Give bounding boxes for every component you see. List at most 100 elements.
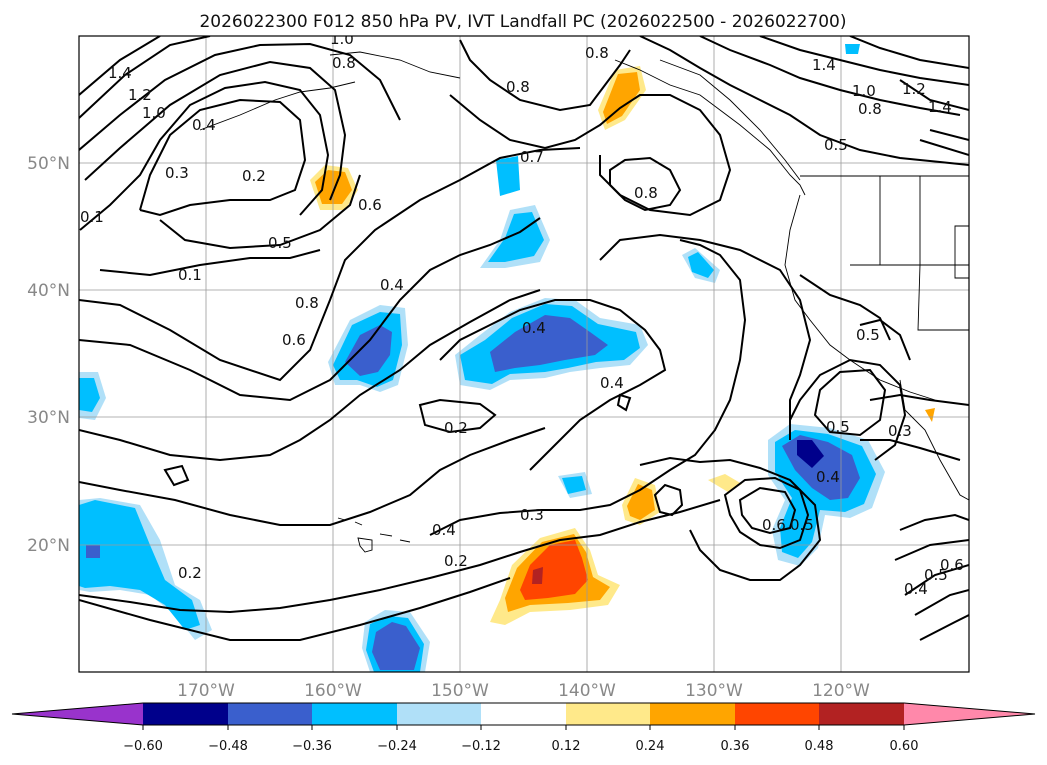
- shade-region: [79, 500, 200, 630]
- shade-region: [845, 44, 860, 54]
- shade-region: [79, 378, 100, 412]
- contour-label: 0.8: [332, 54, 356, 72]
- shade-region: [490, 315, 608, 372]
- colorbar-extend-right: [904, 703, 1035, 725]
- contour-label: 0.6: [762, 516, 786, 534]
- contour-label: 1.2: [902, 80, 926, 98]
- lon-tick-label: 160°W: [304, 681, 362, 701]
- lon-tick-label: 130°W: [685, 681, 743, 701]
- map-panel: 1.4 1.2 1.0 0.4 0.3 0.2 0.1 0.5 0.6 0.8 …: [27, 30, 970, 701]
- contour-label: 0.4: [432, 521, 456, 539]
- colorbar-extend-left: [12, 703, 143, 725]
- contour-label: 0.5: [268, 234, 292, 252]
- contour-label: 1.4: [812, 56, 836, 74]
- pv-contours: [79, 36, 969, 641]
- contour-label: 1.2: [128, 86, 152, 104]
- colorbar-segment: [566, 703, 650, 725]
- colorbar-tick-label: −0.12: [461, 739, 501, 754]
- contour-label: 0.8: [634, 184, 658, 202]
- colorbar-segment: [228, 703, 312, 725]
- contour-label: 0.4: [600, 374, 624, 392]
- colorbar-tick-label: 0.24: [636, 739, 665, 754]
- lon-tick-label: 150°W: [431, 681, 489, 701]
- contour-label: 1.0: [852, 82, 876, 100]
- shade-region: [520, 540, 588, 600]
- lat-tick-label: 50°N: [27, 154, 70, 174]
- shade-region: [345, 325, 392, 376]
- contour-label: 0.5: [790, 516, 814, 534]
- lon-tick-label: 120°W: [812, 681, 870, 701]
- colorbar-segment: [735, 703, 819, 725]
- shaded-fields: 1.4 1.2 1.0 0.4 0.3 0.2 0.1 0.5 0.6 0.8 …: [79, 30, 969, 672]
- colorbar-segment: [819, 703, 904, 725]
- contour-label: 1.0: [142, 104, 166, 122]
- shade-region: [603, 72, 640, 124]
- colorbar-tick-label: −0.24: [377, 739, 417, 754]
- contour-label: 0.4: [522, 319, 546, 337]
- contour-label: 0.3: [165, 164, 189, 182]
- colorbar-segment: [481, 703, 566, 725]
- contour-label: 0.5: [856, 326, 880, 344]
- contour-label: 0.5: [826, 418, 850, 436]
- longitude-ticks: 170°W 160°W 150°W 140°W 130°W 120°W: [177, 681, 870, 701]
- shade-region: [532, 567, 543, 584]
- shade-region: [925, 408, 935, 422]
- contour-label: 0.5: [924, 566, 948, 584]
- contour-label: 0.6: [358, 196, 382, 214]
- contour-label: 0.8: [858, 100, 882, 118]
- coastlines: [199, 51, 969, 553]
- contour-label: 0.8: [585, 44, 609, 62]
- colorbar-tick-label: 0.36: [721, 739, 750, 754]
- contour-label: 0.1: [80, 208, 104, 226]
- contour-label: 1.0: [330, 30, 354, 48]
- colorbar-tick-label: −0.48: [208, 739, 248, 754]
- colorbar-segment: [143, 703, 228, 725]
- colorbar-tick-label: 0.48: [805, 739, 834, 754]
- lon-tick-label: 170°W: [177, 681, 235, 701]
- contour-label: 0.5: [824, 136, 848, 154]
- figure-title: 2026022300 F012 850 hPa PV, IVT Landfall…: [199, 12, 846, 32]
- colorbar-tick-label: 0.12: [552, 739, 581, 754]
- contour-label: 0.3: [520, 506, 544, 524]
- contour-label: 0.8: [506, 78, 530, 96]
- contour-label: 0.2: [242, 167, 266, 185]
- contour-label: 0.3: [888, 422, 912, 440]
- contour-label: 1.4: [108, 64, 132, 82]
- lon-tick-label: 140°W: [558, 681, 616, 701]
- shade-region: [688, 252, 714, 278]
- gridlines: [79, 36, 969, 672]
- shade-region: [496, 156, 520, 196]
- colorbar-ticks: [142, 725, 905, 730]
- shade-region: [562, 476, 586, 494]
- colorbar-segment: [397, 703, 481, 725]
- contour-label: 0.6: [282, 331, 306, 349]
- contour-label: 0.6: [940, 556, 964, 574]
- contour-label: 0.4: [816, 468, 840, 486]
- contour-label: 0.8: [295, 294, 319, 312]
- shade-region: [86, 545, 100, 558]
- negative-anomaly-regions: [79, 44, 885, 672]
- colorbar: −0.60 −0.48 −0.36 −0.24 −0.12 0.12 0.24 …: [11, 702, 1036, 754]
- contour-label: 0.1: [178, 266, 202, 284]
- colorbar-tick-label: 0.60: [890, 739, 919, 754]
- latitude-ticks: 50°N 40°N 30°N 20°N: [27, 154, 70, 556]
- contour-label: 0.4: [192, 116, 216, 134]
- contour-label: 0.7: [520, 148, 544, 166]
- colorbar-segment: [650, 703, 735, 725]
- contour-label: 0.4: [904, 580, 928, 598]
- colorbar-tick-label: −0.36: [292, 739, 332, 754]
- contour-labels: 1.4 1.2 1.0 0.4 0.3 0.2 0.1 0.5 0.6 0.8 …: [80, 30, 964, 598]
- colorbar-segment: [312, 703, 397, 725]
- shade-region: [797, 440, 824, 468]
- colorbar-tick-label: −0.60: [123, 739, 163, 754]
- shade-region: [372, 622, 420, 670]
- lat-tick-label: 30°N: [27, 408, 70, 428]
- contour-label: 0.2: [178, 564, 202, 582]
- contour-label: 0.2: [444, 419, 468, 437]
- contour-label: 0.2: [444, 552, 468, 570]
- lat-tick-label: 20°N: [27, 536, 70, 556]
- contour-label: 0.4: [380, 276, 404, 294]
- contour-label: 1.4: [928, 98, 952, 116]
- map-frame: [78, 35, 970, 673]
